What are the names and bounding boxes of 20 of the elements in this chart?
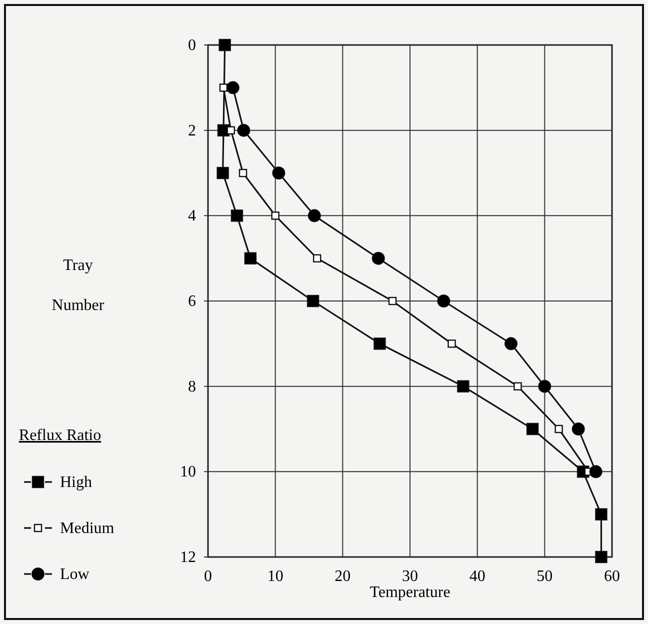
y-tick-label: 2 bbox=[188, 122, 196, 140]
y-tick-label: 8 bbox=[188, 378, 196, 396]
x-tick-label: 60 bbox=[604, 568, 620, 585]
x-tick-label: 40 bbox=[469, 568, 486, 585]
legend-label: High bbox=[60, 474, 92, 491]
x-tick-label: 30 bbox=[402, 568, 418, 585]
y-tick-label: 10 bbox=[180, 464, 196, 481]
legend-title: Reflux Ratio bbox=[18, 427, 102, 444]
legend-label: Medium bbox=[60, 520, 115, 537]
x-tick-label: 50 bbox=[536, 568, 553, 585]
x-tick-label: 10 bbox=[267, 568, 284, 585]
text: Tray Number bbox=[52, 257, 104, 314]
x-axis-title: Temperature bbox=[370, 584, 450, 601]
y-tick-label: 4 bbox=[188, 208, 196, 225]
x-tick-label: 0 bbox=[204, 568, 212, 585]
y-tick-label: 12 bbox=[180, 549, 196, 566]
y-tick-label: 0 bbox=[188, 37, 196, 54]
x-tick-label: 20 bbox=[334, 568, 351, 585]
y-tick-label: 6 bbox=[188, 293, 196, 310]
legend-label: Low bbox=[60, 566, 90, 583]
